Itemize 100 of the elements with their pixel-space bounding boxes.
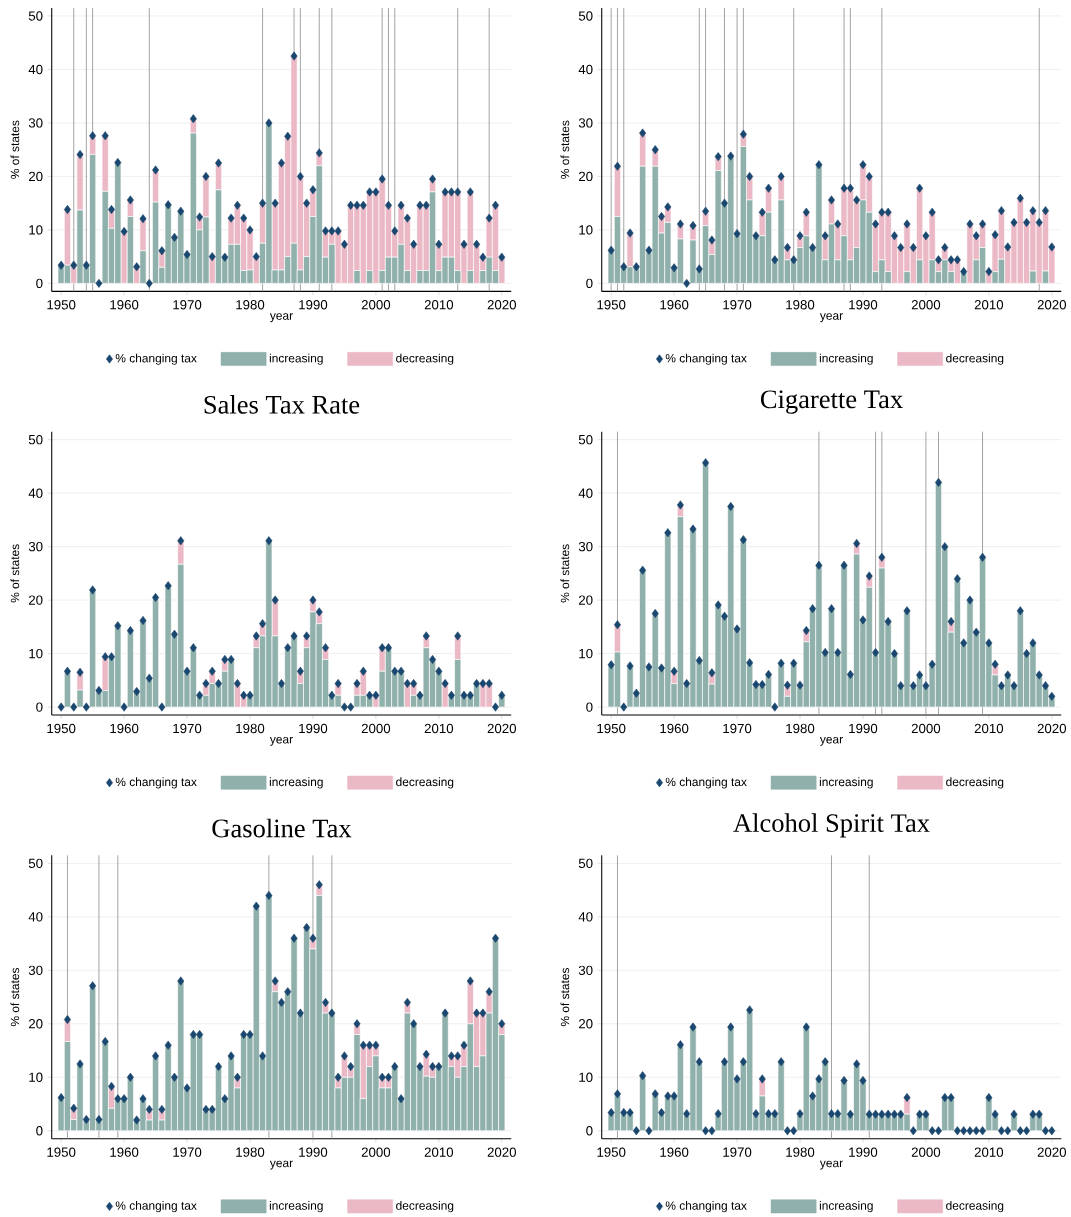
x-tick-label: 1980 [786,300,815,310]
chart-title: Gasoline Tax [212,818,352,838]
chart-title: Alcohol Spirit Tax [733,813,930,838]
y-axis-title: % of states [10,544,20,603]
x-tick-label: 2000 [911,1147,941,1157]
x-tick-label: 1970 [723,1147,752,1157]
x-tick-label: 2020 [487,300,517,310]
y-tick-label: 0 [586,1126,593,1136]
x-tick-label: 1970 [173,300,202,310]
legend-label: decreasing [396,777,454,789]
legend-label: % changing tax [665,777,747,789]
y-tick-label: 30 [578,965,593,976]
x-tick-label: 1980 [786,723,815,734]
y-tick-label: 30 [578,541,593,552]
x-tick-label: 1950 [47,1147,76,1157]
x-axis-title: year [269,313,293,323]
x-tick-label: 2010 [424,1147,454,1157]
legend-label: % changing tax [115,777,197,789]
x-tick-label: 1970 [173,723,202,734]
y-tick-label: 0 [586,278,593,289]
x-tick-label: 2000 [361,300,391,310]
y-tick-label: 30 [578,118,593,128]
legend-label: % changing tax [665,1201,747,1213]
y-axis-title: % of states [560,120,570,179]
legend-label: increasing [819,777,873,789]
x-tick-label: 2020 [487,723,517,734]
y-tick-label: 50 [28,858,43,869]
y-tick-label: 30 [28,541,43,552]
x-tick-label: 1960 [110,300,139,310]
y-tick-label: 10 [29,648,43,659]
x-tick-label: 1990 [299,723,328,734]
y-tick-label: 10 [579,1072,593,1082]
x-tick-label: 2020 [1037,300,1067,310]
x-tick-label: 1960 [110,723,139,734]
x-tick-label: 2000 [361,1147,391,1157]
x-tick-label: 1990 [849,1147,878,1157]
y-tick-label: 50 [578,11,593,21]
legend-label: decreasing [396,353,454,365]
x-tick-label: 1990 [299,300,328,310]
x-axis-title: year [819,1160,843,1170]
chart-title: Sales Tax Rate [204,395,360,414]
x-tick-label: 1960 [660,723,689,734]
y-axis-title: % of states [560,967,570,1027]
legend-label: % changing tax [665,353,747,365]
x-axis-title: year [269,736,293,746]
chart-title: Cigarette Tax [760,390,903,414]
y-tick-label: 10 [579,648,593,659]
y-tick-label: 30 [28,965,43,976]
x-tick-label: 1990 [849,300,878,310]
y-tick-label: 0 [36,278,43,289]
x-tick-label: 1980 [236,723,265,734]
y-tick-label: 10 [29,1072,43,1082]
x-tick-label: 2010 [424,723,454,734]
x-axis-title: year [269,1160,293,1170]
y-tick-label: 10 [29,225,43,235]
x-tick-label: 2010 [974,723,1004,734]
x-tick-label: 1990 [849,723,878,734]
y-tick-label: 20 [28,1019,43,1029]
x-tick-label: 1960 [110,1147,139,1157]
y-tick-label: 40 [28,64,43,75]
y-tick-label: 40 [578,488,593,498]
x-tick-label: 1960 [660,300,689,310]
x-tick-label: 1970 [723,300,752,310]
x-tick-label: 2020 [487,1147,517,1157]
y-tick-label: 20 [579,171,593,182]
x-tick-label: 1950 [47,300,76,310]
y-tick-label: 40 [578,64,593,75]
x-tick-label: 2010 [424,300,454,310]
y-tick-label: 20 [28,595,43,605]
y-tick-label: 40 [28,912,43,922]
x-tick-label: 2000 [911,300,941,310]
legend-label: decreasing [946,353,1004,365]
x-tick-label: 1980 [236,300,265,310]
x-tick-label: 2000 [361,723,391,734]
x-tick-label: 1960 [660,1147,689,1157]
legend-label: increasing [269,777,323,789]
y-tick-label: 50 [28,11,43,21]
x-tick-label: 2020 [1037,1147,1067,1157]
legend-label: increasing [819,1201,873,1213]
x-tick-label: 1970 [723,723,752,734]
y-tick-label: 30 [28,118,43,128]
x-axis-title: year [819,736,843,746]
x-tick-label: 1950 [597,300,626,310]
y-tick-label: 0 [586,702,593,712]
y-tick-label: 20 [579,595,593,605]
x-axis-title: year [819,313,843,323]
legend-label: increasing [269,353,323,365]
y-axis-title: % of states [560,544,570,603]
legend-label: % changing tax [115,353,197,365]
legend-label: decreasing [946,777,1004,789]
y-tick-label: 0 [36,702,43,712]
y-tick-label: 50 [578,858,593,869]
y-axis-title: % of states [10,120,20,179]
legend-label: decreasing [396,1201,454,1213]
x-tick-label: 2010 [974,300,1004,310]
y-tick-label: 40 [28,488,43,498]
y-tick-label: 40 [578,912,593,922]
y-tick-label: 10 [579,225,593,235]
x-tick-label: 1950 [47,723,76,734]
y-tick-label: 20 [579,1019,593,1029]
